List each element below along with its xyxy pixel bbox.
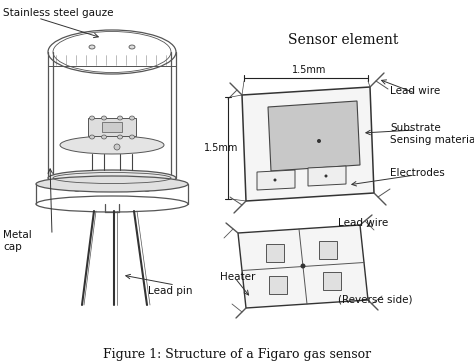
Text: Sensing material: Sensing material xyxy=(390,135,474,145)
Text: 1.5mm: 1.5mm xyxy=(292,65,327,75)
Polygon shape xyxy=(242,87,374,201)
Polygon shape xyxy=(308,166,346,186)
Text: Substrate: Substrate xyxy=(390,123,441,133)
Text: Stainless steel gauze: Stainless steel gauze xyxy=(3,8,113,18)
Text: Metal
cap: Metal cap xyxy=(3,230,32,252)
Ellipse shape xyxy=(129,45,135,49)
Polygon shape xyxy=(269,276,287,294)
Ellipse shape xyxy=(73,186,81,191)
Text: Figure 1: Structure of a Figaro gas sensor: Figure 1: Structure of a Figaro gas sens… xyxy=(103,348,371,361)
Circle shape xyxy=(114,144,120,150)
Text: Lead wire: Lead wire xyxy=(338,218,388,228)
Bar xyxy=(88,118,136,136)
Ellipse shape xyxy=(89,45,95,49)
Bar xyxy=(102,122,122,132)
Ellipse shape xyxy=(118,116,122,120)
Polygon shape xyxy=(319,241,337,259)
Polygon shape xyxy=(323,272,341,290)
Text: Sensor element: Sensor element xyxy=(288,33,398,47)
Ellipse shape xyxy=(90,116,94,120)
Ellipse shape xyxy=(129,116,135,120)
Ellipse shape xyxy=(90,135,94,139)
Text: 1.5mm: 1.5mm xyxy=(204,143,238,153)
Text: Lead wire: Lead wire xyxy=(390,86,440,96)
Ellipse shape xyxy=(101,135,107,139)
Polygon shape xyxy=(268,101,360,171)
Text: Electrodes: Electrodes xyxy=(390,168,445,178)
Ellipse shape xyxy=(36,176,188,192)
Ellipse shape xyxy=(144,186,151,191)
Polygon shape xyxy=(265,244,283,262)
Ellipse shape xyxy=(48,170,176,186)
Ellipse shape xyxy=(129,135,135,139)
Text: Heater: Heater xyxy=(220,272,255,282)
Circle shape xyxy=(317,139,321,143)
Ellipse shape xyxy=(118,135,122,139)
Text: (Reverse side): (Reverse side) xyxy=(338,295,412,305)
Text: Lead pin: Lead pin xyxy=(148,286,192,296)
Ellipse shape xyxy=(60,136,164,154)
Circle shape xyxy=(273,178,276,182)
Circle shape xyxy=(301,264,306,269)
Circle shape xyxy=(325,174,328,178)
Ellipse shape xyxy=(101,116,107,120)
Polygon shape xyxy=(238,225,368,308)
Polygon shape xyxy=(257,170,295,190)
